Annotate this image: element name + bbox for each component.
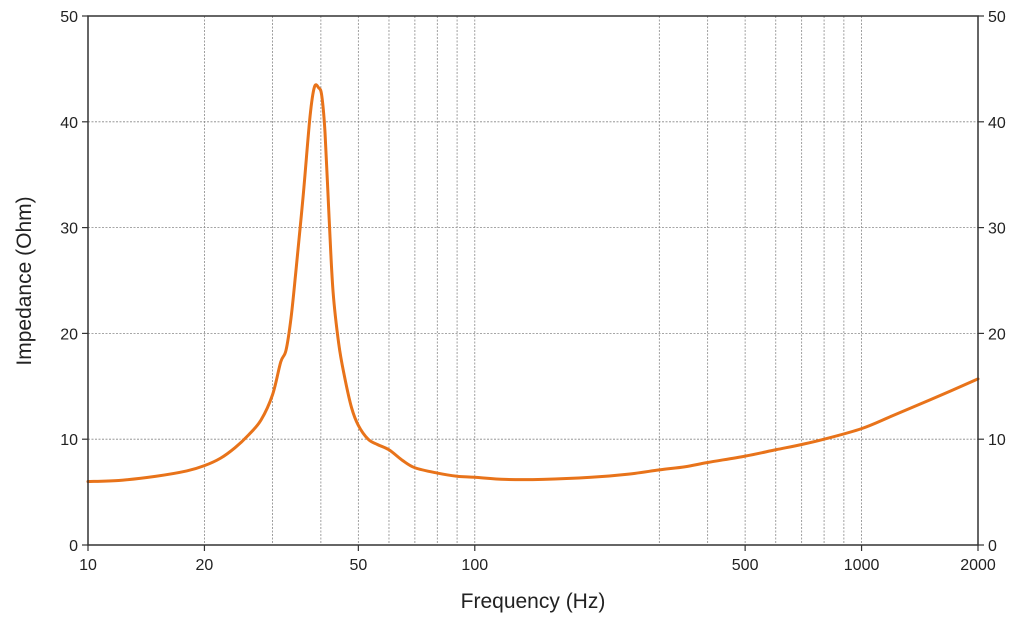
x-axis-title: Frequency (Hz) [461,590,606,613]
y-tick-label-right: 50 [988,9,1006,26]
plot-frame [87,15,979,546]
impedance-curve [86,83,980,484]
x-tick-label: 1000 [844,557,880,574]
x-tick-label: 10 [79,557,97,574]
series-layer [86,83,980,484]
x-tick-label: 20 [196,557,214,574]
x-tick-label: 100 [461,557,488,574]
y-tick-label-left: 10 [60,432,78,449]
grid [88,16,978,545]
y-tick-label-right: 10 [988,432,1006,449]
axis-ticks [82,15,984,551]
y-tick-label-right: 30 [988,221,1006,238]
x-tick-label: 500 [732,557,759,574]
y-tick-label-left: 0 [69,538,78,555]
x-tick-label: 50 [349,557,367,574]
y-axis-title: Impedance (Ohm) [13,196,36,365]
y-tick-label-left: 50 [60,9,78,26]
x-tick-label: 2000 [960,557,996,574]
y-tick-label-left: 20 [60,326,78,343]
y-tick-label-left: 40 [60,115,78,132]
y-tick-label-right: 0 [988,538,997,555]
y-tick-label-right: 40 [988,115,1006,132]
y-tick-label-right: 20 [988,326,1006,343]
y-tick-label-left: 30 [60,221,78,238]
